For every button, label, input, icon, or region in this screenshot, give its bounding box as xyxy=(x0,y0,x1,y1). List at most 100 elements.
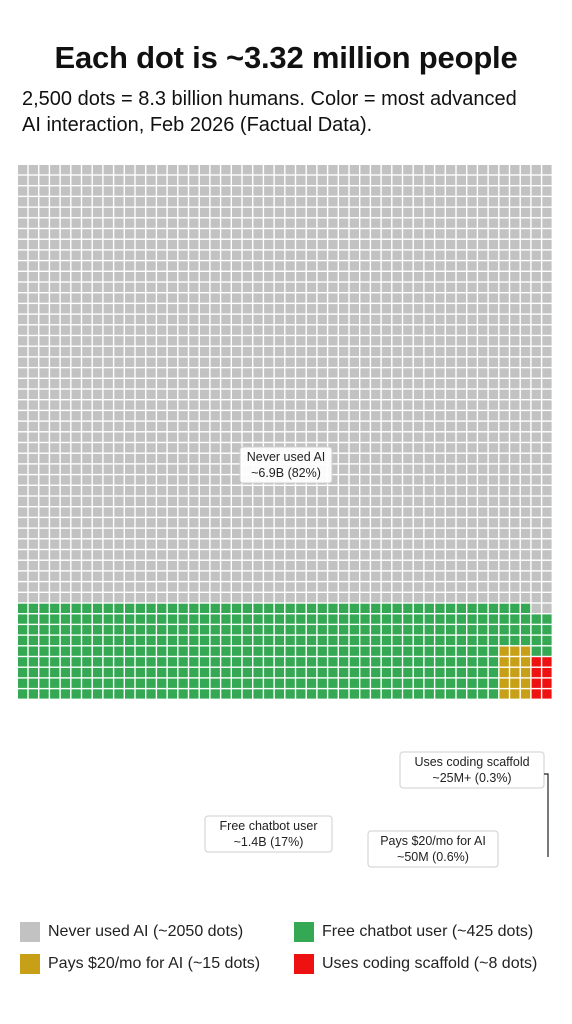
dot-free-chatbot xyxy=(446,625,456,635)
dot-never-used xyxy=(264,550,274,560)
dot-never-used xyxy=(189,571,199,581)
dot-never-used xyxy=(360,518,370,528)
dot-never-used xyxy=(135,507,145,517)
dot-free-chatbot xyxy=(349,689,359,699)
dot-never-used xyxy=(392,261,402,271)
dot-never-used xyxy=(349,336,359,346)
dot-never-used xyxy=(435,496,445,506)
dot-free-chatbot xyxy=(274,657,285,667)
dot-never-used xyxy=(403,186,413,196)
dot-never-used xyxy=(403,453,413,464)
dot-never-used xyxy=(371,207,381,218)
dot-never-used xyxy=(285,550,295,560)
dot-never-used xyxy=(306,379,317,389)
dot-free-chatbot xyxy=(103,635,113,646)
dot-never-used xyxy=(510,400,520,410)
dot-never-used xyxy=(103,453,113,464)
dot-free-chatbot xyxy=(210,635,220,646)
dot-never-used xyxy=(446,239,456,250)
dot-never-used xyxy=(328,421,338,432)
dot-never-used xyxy=(328,496,338,506)
dot-never-used xyxy=(146,582,156,592)
dot-never-used xyxy=(82,207,92,218)
dot-never-used xyxy=(488,432,499,442)
dot-never-used xyxy=(317,336,327,346)
dot-never-used xyxy=(488,443,499,453)
dot-never-used xyxy=(349,197,359,207)
dot-free-chatbot xyxy=(328,646,338,656)
dot-never-used xyxy=(189,507,199,517)
dot-free-chatbot xyxy=(360,667,370,678)
dot-never-used xyxy=(381,528,392,539)
dot-never-used xyxy=(435,304,445,314)
dot-never-used xyxy=(232,207,242,218)
dot-never-used xyxy=(60,229,71,239)
dot-never-used xyxy=(167,304,178,314)
dot-never-used xyxy=(210,197,220,207)
dot-never-used xyxy=(403,507,413,517)
dot-never-used xyxy=(435,186,445,196)
dot-never-used xyxy=(381,357,392,367)
dot-never-used xyxy=(520,186,531,196)
dot-never-used xyxy=(542,464,552,474)
dot-never-used xyxy=(135,368,145,378)
dot-never-used xyxy=(28,486,38,496)
dot-never-used xyxy=(499,560,509,571)
dot-free-chatbot xyxy=(157,603,167,613)
dot-free-chatbot xyxy=(392,635,402,646)
dot-free-chatbot xyxy=(349,646,359,656)
dot-never-used xyxy=(264,539,274,549)
dot-never-used xyxy=(221,421,231,432)
dot-never-used xyxy=(510,496,520,506)
dot-never-used xyxy=(542,582,552,592)
dot-never-used xyxy=(167,496,178,506)
dot-never-used xyxy=(114,539,124,549)
dot-never-used xyxy=(424,207,434,218)
dot-never-used xyxy=(28,421,38,432)
dot-never-used xyxy=(349,207,359,218)
dot-never-used xyxy=(103,443,113,453)
dot-free-chatbot xyxy=(296,678,306,688)
dot-never-used xyxy=(488,314,499,325)
dot-never-used xyxy=(210,389,220,399)
dot-never-used xyxy=(39,560,49,571)
dot-never-used xyxy=(328,346,338,357)
dot-never-used xyxy=(157,346,167,357)
dot-never-used xyxy=(467,282,477,292)
dot-never-used xyxy=(339,550,349,560)
dot-never-used xyxy=(18,282,28,292)
dot-free-chatbot xyxy=(50,603,60,613)
dot-never-used xyxy=(542,272,552,282)
dot-never-used xyxy=(424,336,434,346)
dot-never-used xyxy=(510,261,520,271)
dot-free-chatbot xyxy=(317,635,327,646)
dot-never-used xyxy=(520,571,531,581)
dot-never-used xyxy=(60,475,71,485)
dot-never-used xyxy=(285,314,295,325)
dot-never-used xyxy=(125,368,135,378)
dot-never-used xyxy=(242,314,252,325)
dot-free-chatbot xyxy=(349,603,359,613)
dot-never-used xyxy=(446,197,456,207)
dot-free-chatbot xyxy=(167,635,178,646)
dot-never-used xyxy=(381,582,392,592)
dot-never-used xyxy=(317,560,327,571)
dot-never-used xyxy=(381,389,392,399)
dot-never-used xyxy=(264,261,274,271)
dot-never-used xyxy=(28,293,38,303)
dot-free-chatbot xyxy=(39,678,49,688)
dot-never-used xyxy=(520,197,531,207)
dot-never-used xyxy=(317,282,327,292)
dot-free-chatbot xyxy=(82,625,92,635)
dot-never-used xyxy=(178,443,188,453)
dot-never-used xyxy=(157,229,167,239)
dot-never-used xyxy=(60,550,71,560)
dot-never-used xyxy=(39,400,49,410)
dot-never-used xyxy=(103,250,113,260)
dot-never-used xyxy=(18,346,28,357)
dot-never-used xyxy=(60,560,71,571)
dot-never-used xyxy=(446,464,456,474)
dot-never-used xyxy=(360,239,370,250)
dot-never-used xyxy=(478,229,488,239)
dot-never-used xyxy=(232,389,242,399)
